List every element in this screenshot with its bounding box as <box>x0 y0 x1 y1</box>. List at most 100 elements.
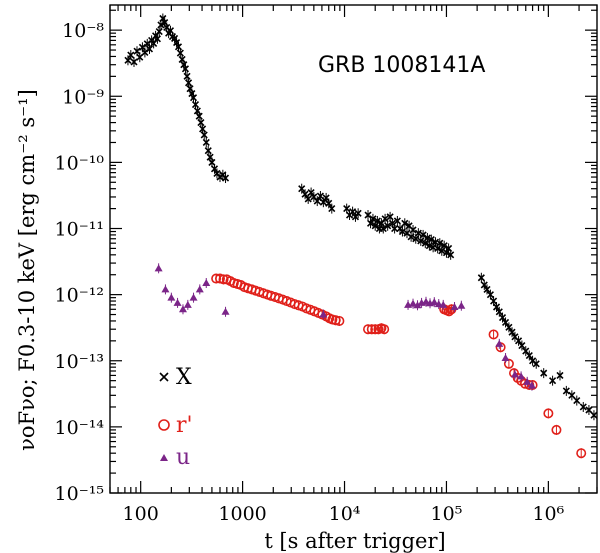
data-point-r <box>379 324 390 335</box>
data-point-x <box>384 222 392 230</box>
data-point-x <box>354 209 362 217</box>
legend-r-label: r' <box>176 413 193 438</box>
data-point-x <box>505 323 513 331</box>
data-point-x <box>133 47 141 55</box>
data-point-x <box>127 51 135 59</box>
data-point-x <box>391 224 399 233</box>
data-point-x <box>202 138 210 147</box>
data-point-u <box>167 293 176 301</box>
legend-x-marker <box>159 372 169 382</box>
data-point-x <box>447 251 455 259</box>
data-point-x <box>412 235 420 243</box>
data-point-x <box>419 231 427 239</box>
data-point-x <box>480 281 488 289</box>
data-point-r <box>218 274 229 285</box>
data-point-x <box>525 351 533 360</box>
data-point-u <box>457 301 466 309</box>
data-point-u <box>154 264 163 272</box>
data-point-x <box>304 195 312 203</box>
series-x <box>124 13 598 421</box>
data-point-r <box>330 315 341 326</box>
data-point-x <box>343 205 351 213</box>
y-tick-label: 10⁻¹⁰ <box>55 152 105 174</box>
data-point-u <box>510 370 519 378</box>
data-point-x <box>498 313 507 322</box>
x-tick-label: 10⁵ <box>431 503 463 525</box>
data-point-x <box>409 226 417 234</box>
data-point-x <box>486 291 494 299</box>
data-point-x <box>319 198 327 206</box>
data-point-x <box>492 303 501 311</box>
y-tick-label: 10⁻⁹ <box>62 86 104 108</box>
data-point-u <box>183 300 192 308</box>
data-point-x <box>208 158 216 166</box>
data-point-x <box>325 199 333 207</box>
data-point-u <box>523 377 532 385</box>
data-point-u <box>501 354 510 362</box>
data-point-r <box>527 379 538 390</box>
data-point-x <box>440 242 448 250</box>
data-point-x <box>401 219 409 227</box>
data-point-u <box>161 285 170 293</box>
data-point-u <box>495 339 504 347</box>
data-point-x <box>585 406 593 414</box>
data-point-x <box>540 369 548 377</box>
data-point-x <box>185 79 193 87</box>
series-u <box>154 263 536 391</box>
data-point-u <box>202 278 211 286</box>
data-point-x <box>313 197 321 205</box>
legend-r-marker <box>158 419 170 431</box>
data-point-x <box>398 227 407 236</box>
data-point-x <box>515 337 523 345</box>
x-tick-label: 100 <box>123 503 159 525</box>
x-tick-label: 10⁴ <box>329 503 361 525</box>
y-tick-label: 10⁻¹² <box>55 285 104 307</box>
data-point-x <box>181 65 190 73</box>
data-point-x <box>145 45 154 53</box>
data-point-u <box>409 299 418 307</box>
data-point-x <box>568 391 576 399</box>
data-point-x <box>393 217 401 225</box>
data-point-x <box>153 35 161 43</box>
x-tick-label: 10⁶ <box>532 503 564 525</box>
data-point-u <box>195 285 204 293</box>
data-point-u <box>319 310 328 318</box>
data-point-x <box>556 371 564 379</box>
data-point-x <box>495 308 503 316</box>
data-point-x <box>501 318 510 326</box>
data-point-x <box>579 403 587 411</box>
y-tick-label: 10⁻¹¹ <box>55 219 104 241</box>
data-point-x <box>307 188 315 197</box>
data-point-u <box>189 293 198 301</box>
data-point-r <box>366 324 377 335</box>
data-point-x <box>549 377 557 385</box>
data-point-r <box>444 306 455 317</box>
legend-item-r: r' <box>158 413 193 438</box>
data-point-x <box>349 208 357 216</box>
data-point-x <box>573 396 581 405</box>
data-point-x <box>124 56 132 64</box>
data-point-x <box>322 194 330 202</box>
data-point-x <box>427 236 435 244</box>
data-point-x <box>477 274 485 282</box>
data-point-r <box>551 424 562 435</box>
data-point-x <box>532 360 540 368</box>
data-marks <box>124 13 598 459</box>
grb-annotation: GRB 1008141A <box>318 53 485 78</box>
data-point-x <box>379 224 387 233</box>
data-point-r <box>488 329 499 340</box>
data-point-x <box>298 185 306 193</box>
data-point-r <box>334 315 345 326</box>
y-axis-title: νoFνo; F0.3-10 keV [erg cm⁻² s⁻¹] <box>15 89 39 451</box>
data-point-u <box>221 307 230 315</box>
legend-u-label: u <box>176 445 190 470</box>
data-point-r <box>543 408 554 419</box>
x-axis-title: t [s after trigger] <box>264 529 445 553</box>
y-tick-label: 10⁻¹³ <box>55 351 104 373</box>
data-point-u <box>517 372 526 380</box>
data-point-x <box>328 205 336 213</box>
data-point-u <box>450 303 459 311</box>
legend-item-x: X <box>159 365 192 390</box>
y-tick-label: 10⁻¹⁵ <box>55 483 104 505</box>
